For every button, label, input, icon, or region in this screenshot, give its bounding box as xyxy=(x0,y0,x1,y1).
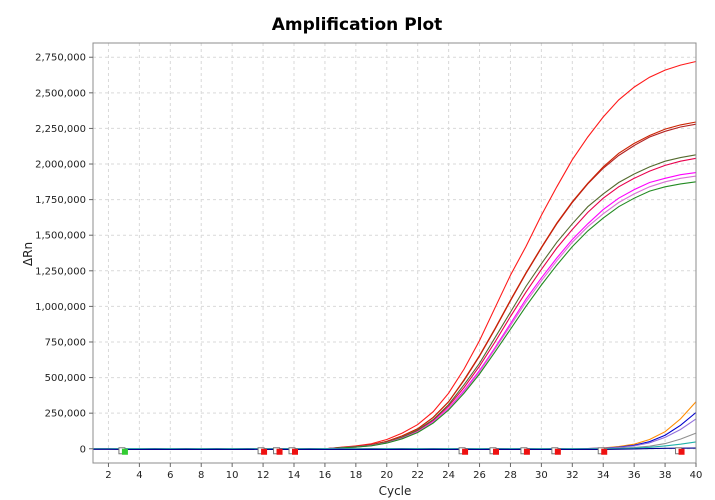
series-lines xyxy=(93,60,697,451)
y-tick-label: 1,500,000 xyxy=(35,231,86,242)
x-tick-label: 30 xyxy=(535,470,548,481)
x-tick-label: 28 xyxy=(504,470,517,481)
x-tick-label: 18 xyxy=(349,470,362,481)
y-tick-label: 500,000 xyxy=(45,373,86,384)
marker-fill-2 xyxy=(261,448,268,455)
marker-fill-7 xyxy=(523,448,530,455)
threshold-markers xyxy=(118,447,685,455)
series-line-4 xyxy=(93,157,697,450)
series-line-13 xyxy=(93,441,697,450)
x-axis-label: Cycle xyxy=(379,484,412,498)
x-tick-label: 32 xyxy=(566,470,579,481)
x-tick-label: 8 xyxy=(198,470,204,481)
x-tick-label: 14 xyxy=(288,470,301,481)
x-tick-label: 40 xyxy=(690,470,703,481)
y-tick-label: 750,000 xyxy=(45,337,86,348)
x-tick-label: 6 xyxy=(167,470,173,481)
series-line-9 xyxy=(93,401,697,450)
y-tick-label: 2,750,000 xyxy=(35,53,86,64)
x-tick-label: 12 xyxy=(257,470,270,481)
x-tick-label: 26 xyxy=(473,470,486,481)
y-axis-ticks: 0 250,000 500,000 750,000 1,000,000 1,250,000… xyxy=(35,53,93,455)
x-tick-label: 36 xyxy=(628,470,641,481)
y-tick-label: 1,750,000 xyxy=(35,195,86,206)
x-tick-label: 24 xyxy=(442,470,455,481)
plot-frame xyxy=(92,42,697,464)
marker-fill-9 xyxy=(601,448,608,455)
x-tick-label: 2 xyxy=(105,470,111,481)
marker-fill-1 xyxy=(121,448,128,455)
series-line-1 xyxy=(93,60,697,450)
series-line-6 xyxy=(93,172,697,450)
x-tick-label: 22 xyxy=(411,470,424,481)
series-line-11 xyxy=(93,418,697,450)
y-tick-label: 250,000 xyxy=(45,409,86,420)
y-tick-label: 1,000,000 xyxy=(35,302,86,313)
x-tick-label: 38 xyxy=(659,470,672,481)
marker-fill-10 xyxy=(678,448,685,455)
x-tick-label: 4 xyxy=(136,470,142,481)
y-tick-label: 2,250,000 xyxy=(35,124,86,135)
series-line-14 xyxy=(93,447,697,451)
y-tick-label: 2,500,000 xyxy=(35,88,86,99)
marker-fill-4 xyxy=(292,448,298,455)
marker-fill-8 xyxy=(554,448,561,455)
marker-fill-5 xyxy=(462,448,469,455)
series-line-8 xyxy=(93,181,697,450)
series-line-3 xyxy=(93,121,697,450)
y-axis-label: ΔRn xyxy=(21,242,35,266)
y-tick-label: 1,250,000 xyxy=(35,266,86,277)
marker-fill-3 xyxy=(276,448,283,455)
y-tick-label: 2,000,000 xyxy=(35,160,86,171)
grid-lines xyxy=(93,43,697,463)
series-line-5 xyxy=(93,154,697,450)
x-tick-label: 10 xyxy=(226,470,239,481)
series-line-2 xyxy=(93,123,697,450)
x-tick-label: 34 xyxy=(597,470,610,481)
marker-fill-6 xyxy=(493,448,499,455)
series-line-10 xyxy=(93,412,697,450)
y-tick-label: 0 xyxy=(80,444,86,455)
chart-title: Amplification Plot xyxy=(272,15,443,35)
x-tick-label: 20 xyxy=(380,470,393,481)
x-axis-ticks: 2 4 6 8 10 12 14 16 18 20 22 24 26 28 30 32 34 36 38 40 xyxy=(105,463,702,481)
x-tick-label: 16 xyxy=(319,470,332,481)
